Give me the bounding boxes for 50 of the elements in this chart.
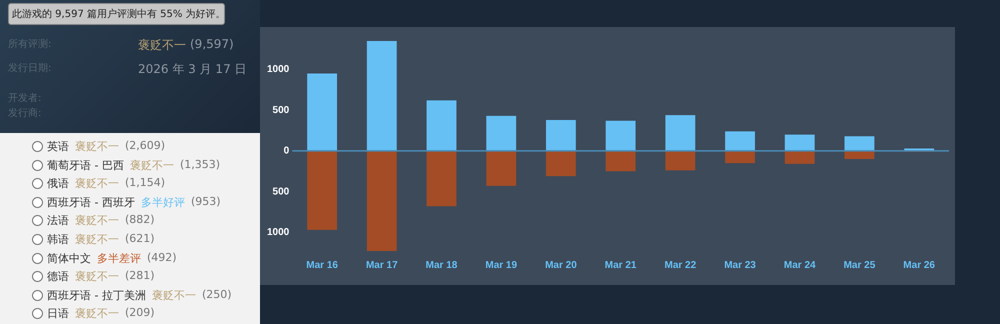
x-tick-label: Mar 17: [366, 260, 398, 271]
x-tick-label: Mar 23: [724, 260, 756, 271]
x-tick-label: Mar 16: [306, 260, 338, 271]
text: 英语: [47, 139, 69, 154]
y-tick-label: 500: [272, 186, 290, 198]
x-tick-label: Mar 19: [485, 260, 518, 271]
text: 褒贬不一: [75, 232, 119, 247]
text: (621): [125, 232, 155, 245]
x-tick-label: Mar 25: [844, 260, 876, 271]
text: 多半差评: [97, 250, 141, 266]
text: 褒贬不一: [75, 213, 119, 228]
text: (953): [191, 194, 221, 208]
text: (882): [125, 213, 155, 226]
text: 日语: [47, 306, 69, 322]
text: 法语: [47, 213, 69, 228]
text: (281): [125, 269, 155, 282]
x-tick-label: Mar 21: [604, 260, 637, 271]
text: 德语: [47, 269, 69, 284]
text: 2026 年 3 月 17 日: [138, 61, 247, 78]
text: 葡萄牙语 - 巴西: [47, 158, 124, 173]
text: (250): [202, 288, 232, 301]
text: 西班牙语 - 拉丁美洲: [47, 288, 146, 303]
x-tick-label: Mar 18: [426, 260, 458, 271]
text: 多半好评: [141, 194, 185, 210]
text: 韩语: [47, 232, 69, 247]
x-tick-label: Mar 22: [664, 260, 697, 271]
text: 褒贬不一: [130, 158, 174, 173]
x-tick-label: Mar 24: [784, 260, 816, 271]
y-tick-label: 500: [272, 104, 290, 116]
text: 褒贬不一: [75, 306, 119, 322]
text: 俄语: [47, 176, 69, 192]
text: 褒贬不一: [75, 139, 119, 154]
text: (2,609): [125, 139, 166, 152]
y-tick-label: 1000: [266, 64, 290, 76]
text: (1,154): [125, 176, 166, 190]
text: (1,353): [180, 158, 220, 171]
text: (209): [125, 306, 155, 320]
y-tick-label: 0: [284, 146, 290, 157]
text: 西班牙语 - 西班牙: [47, 194, 135, 210]
x-tick-label: Mar 26: [903, 260, 936, 271]
text: 简体中文: [47, 250, 91, 266]
text: 此游戏的 9,597 篇用户评测中有 55% 为好评。: [12, 8, 226, 21]
x-tick-label: Mar 20: [545, 260, 578, 271]
text: 褒贬不一: [152, 288, 196, 303]
text: (9,597): [190, 37, 234, 51]
text: 褒贬不一: [75, 176, 119, 192]
text: (492): [147, 250, 177, 264]
y-tick-label: 1000: [266, 227, 290, 238]
text: 褒贬不一: [138, 37, 186, 54]
text: 褒贬不一: [75, 269, 119, 284]
